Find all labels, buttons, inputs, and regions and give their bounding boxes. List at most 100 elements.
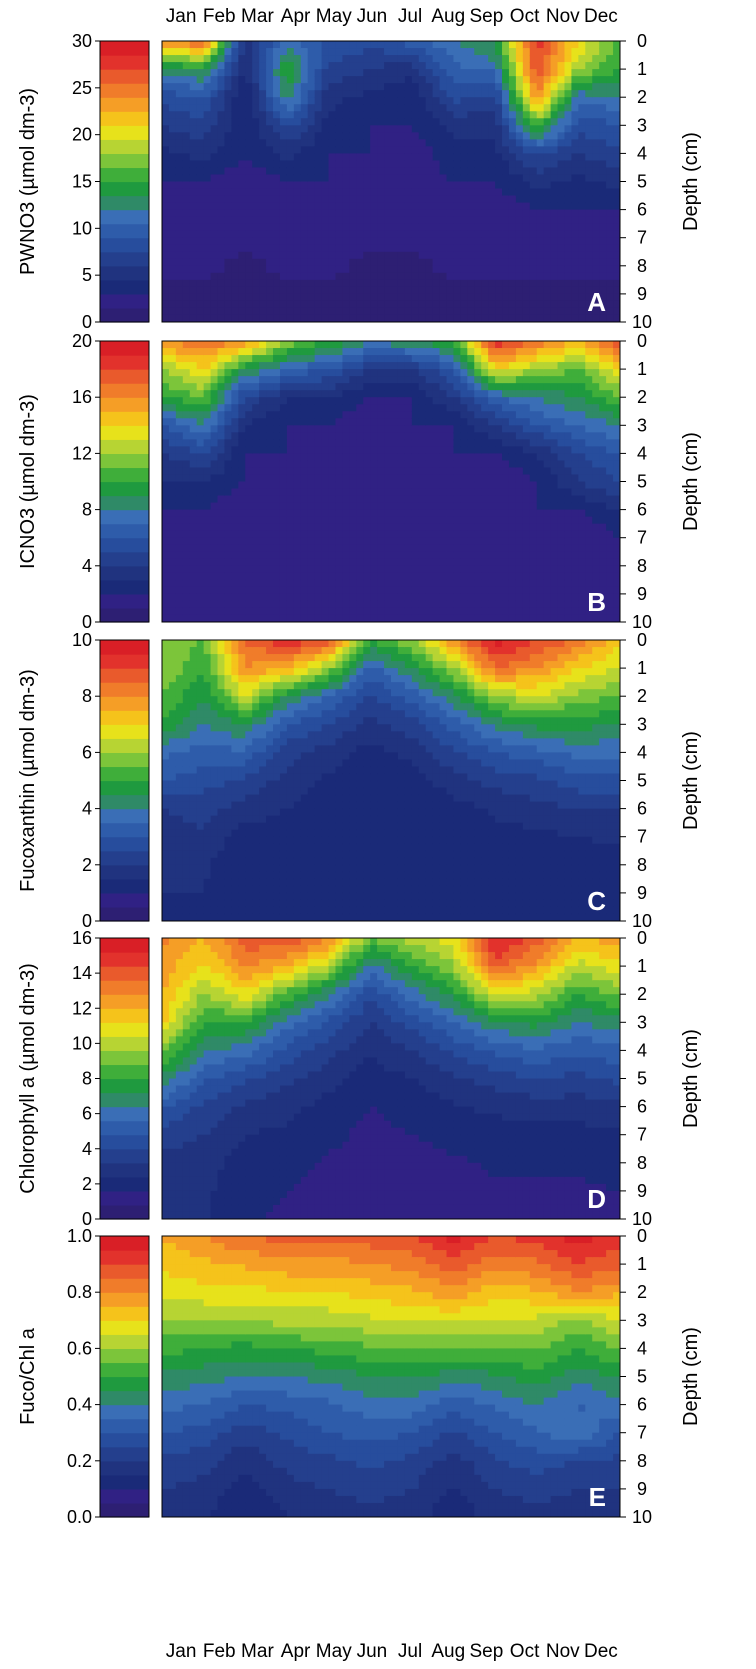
heatmap-cell [238, 237, 246, 246]
heatmap-cell [175, 90, 184, 98]
heatmap-cell [404, 125, 413, 134]
heatmap-cell [196, 230, 205, 239]
heatmap-cell [522, 530, 531, 539]
heatmap-cell [515, 474, 524, 483]
heatmap-cell [266, 111, 274, 119]
heatmap-cell [592, 202, 600, 211]
heatmap-cell [446, 355, 455, 363]
heatmap-cell [349, 383, 358, 391]
heatmap-cell [307, 188, 316, 197]
heatmap-cell [495, 265, 503, 274]
heatmap-cell [196, 258, 205, 267]
heatmap-cell [168, 125, 177, 134]
heatmap-cell [321, 174, 330, 183]
heatmap-cell [349, 188, 358, 197]
heatmap-cell [363, 439, 371, 448]
heatmap-cell [557, 167, 566, 176]
heatmap-cell [508, 293, 517, 302]
heatmap-cell [196, 48, 205, 56]
heatmap-cell [175, 125, 184, 134]
heatmap-cell [300, 104, 309, 112]
heatmap-cell [217, 300, 226, 309]
heatmap-cell [508, 48, 517, 56]
heatmap-cell [245, 432, 253, 441]
heatmap-cell [273, 181, 281, 190]
heatmap-cell [314, 48, 323, 56]
heatmap-cell [189, 83, 198, 91]
heatmap-cell [536, 83, 545, 91]
heatmap-cell [314, 579, 323, 588]
heatmap-cell [349, 230, 358, 239]
heatmap-cell [293, 390, 302, 398]
heatmap-cell [411, 593, 420, 602]
heatmap-cell [425, 272, 434, 281]
heatmap-cell [578, 167, 587, 176]
heatmap-cell [522, 97, 531, 105]
heatmap-cell [377, 139, 385, 148]
heatmap-cell [300, 307, 309, 316]
heatmap-cell [370, 279, 378, 288]
heatmap-cell [467, 502, 475, 511]
heatmap-cell [328, 453, 337, 462]
heatmap-cell [397, 614, 406, 622]
heatmap-cell [259, 586, 267, 595]
heatmap-cell [363, 118, 371, 126]
heatmap-cell [418, 181, 427, 190]
heatmap-cell [314, 488, 323, 497]
heatmap-cell [411, 314, 420, 322]
heatmap-cell [182, 453, 191, 462]
heatmap-cell [377, 523, 385, 532]
heatmap-cell [502, 404, 510, 412]
heatmap-cell [578, 160, 587, 169]
heatmap-cell [252, 272, 260, 281]
heatmap-cell [363, 607, 371, 616]
heatmap-cell [300, 530, 309, 539]
heatmap-cell [363, 530, 371, 539]
heatmap-cell [571, 118, 580, 126]
heatmap-cell [536, 286, 545, 295]
heatmap-cell [245, 111, 253, 119]
heatmap-cell [224, 446, 233, 455]
heatmap-cell [432, 488, 441, 497]
heatmap-cell [363, 369, 371, 377]
heatmap-cell [349, 216, 358, 225]
heatmap-cell [522, 348, 531, 356]
heatmap-cell [307, 593, 316, 602]
colorbar-tick-label: 12 [72, 443, 92, 463]
heatmap-cell [495, 132, 503, 141]
heatmap-cell [571, 300, 580, 309]
heatmap-cell [363, 411, 371, 419]
heatmap-cell [571, 69, 580, 77]
top-month-axis: Jan Feb Mar Apr May Jun Jul Aug Sep Oct Nov Dec [166, 6, 618, 27]
heatmap-cell [356, 369, 364, 377]
heatmap-cell [397, 307, 406, 316]
heatmap-cell [349, 558, 358, 567]
heatmap-cell [238, 181, 246, 190]
heatmap-cell [543, 286, 552, 295]
heatmap-cell [293, 55, 302, 63]
heatmap-cell [224, 495, 233, 504]
heatmap-cell [418, 279, 427, 288]
heatmap-cell [273, 69, 281, 77]
heatmap-cell [273, 97, 281, 105]
heatmap-cell [508, 600, 517, 609]
heatmap-cell [279, 544, 288, 553]
heatmap-cell [356, 230, 364, 239]
heatmap-cell [307, 76, 316, 84]
heatmap-cell [391, 411, 399, 419]
heatmap-cell [182, 111, 191, 119]
heatmap-cell [224, 55, 233, 63]
heatmap-cell [349, 69, 358, 77]
heatmap-cell [536, 251, 545, 260]
heatmap-cell [377, 48, 385, 56]
heatmap-cell [279, 432, 288, 441]
heatmap-cell [536, 195, 545, 204]
heatmap-cell [425, 230, 434, 239]
heatmap-cell [328, 76, 337, 84]
heatmap-cell [273, 362, 281, 370]
heatmap-cell [293, 593, 302, 602]
heatmap-cell [571, 55, 580, 63]
heatmap-cell [446, 467, 455, 476]
heatmap-cell [377, 614, 385, 622]
heatmap-cell [363, 509, 371, 518]
